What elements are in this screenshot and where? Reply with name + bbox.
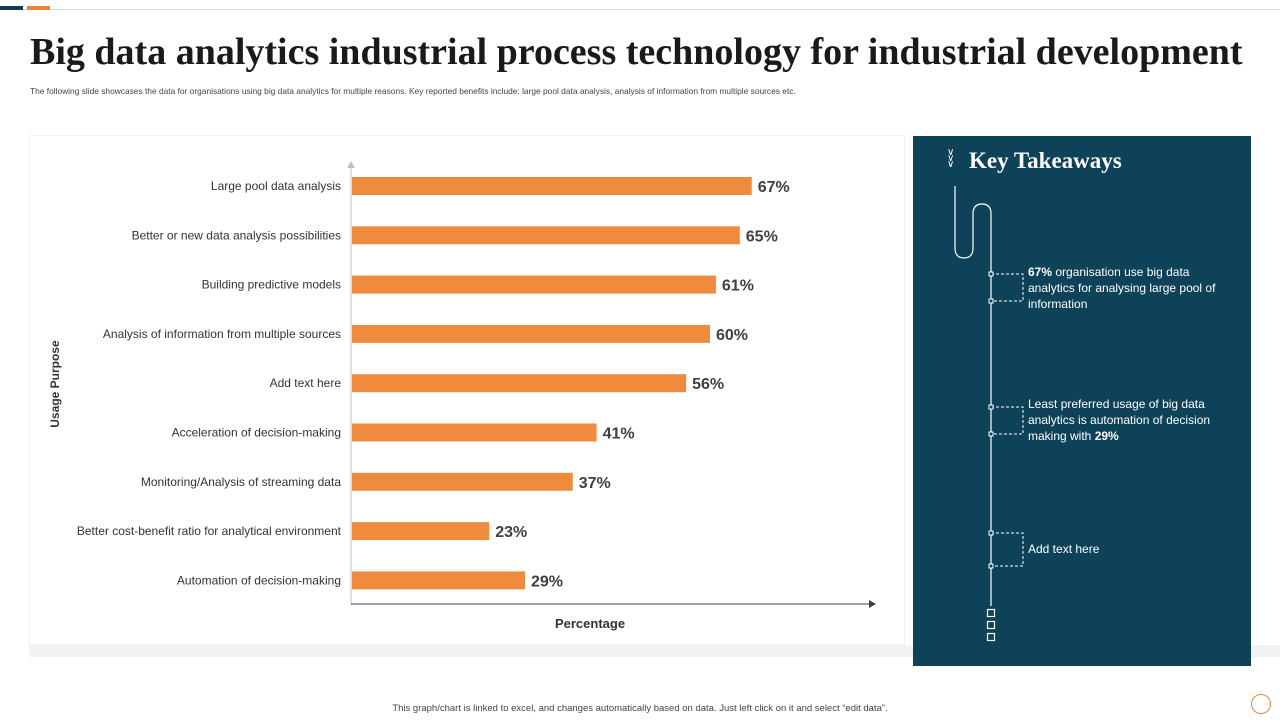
takeaway-1-highlight: 67% bbox=[1028, 265, 1053, 279]
bar-5 bbox=[352, 374, 687, 393]
accent-bar-dark bbox=[0, 6, 23, 10]
takeaway-2-highlight: 29% bbox=[1094, 429, 1119, 443]
data-label-1: 67% bbox=[758, 179, 790, 196]
takeaway-item-3[interactable]: Add text here bbox=[1028, 541, 1228, 557]
top-divider bbox=[0, 9, 1280, 10]
timeline-end-square-3 bbox=[986, 632, 996, 642]
data-label-3: 61% bbox=[722, 278, 754, 295]
takeaway-item-2[interactable]: Least preferred usage of big data analyt… bbox=[1028, 396, 1228, 444]
key-takeaways-title: Key Takeaways bbox=[969, 148, 1122, 173]
timeline-graphic bbox=[954, 186, 1024, 642]
data-label-9: 29% bbox=[531, 573, 563, 590]
bar-9 bbox=[352, 571, 526, 590]
category-label-7: Monitoring/Analysis of streaming data bbox=[141, 475, 341, 489]
takeaway-bracket-2 bbox=[991, 406, 1024, 435]
key-takeaways-panel: ∨ ∨ ∨ Key Takeaways 67% organisation use b… bbox=[913, 136, 1251, 666]
data-label-2: 65% bbox=[746, 228, 778, 245]
y-axis-title: Usage Purpose bbox=[48, 340, 62, 428]
category-label-4: Analysis of information from multiple so… bbox=[103, 327, 341, 341]
timeline-end-square-1 bbox=[986, 608, 996, 618]
bar-chart[interactable]: Large pool data analysis 67% Better or new… bbox=[30, 136, 906, 646]
takeaway-1-text: organisation use big data analytics for … bbox=[1028, 265, 1216, 311]
x-axis-arrow bbox=[869, 600, 876, 608]
bracket-node-2-top bbox=[988, 404, 994, 410]
bracket-node-3-bottom bbox=[988, 563, 994, 569]
accent-bar-orange bbox=[27, 6, 50, 10]
data-label-6: 41% bbox=[603, 426, 635, 443]
category-label-3: Building predictive models bbox=[202, 278, 341, 292]
bar-1 bbox=[352, 177, 752, 195]
bar-4 bbox=[352, 324, 710, 343]
corner-circle-icon bbox=[1251, 694, 1271, 714]
data-label-7: 37% bbox=[579, 475, 611, 492]
bar-8 bbox=[352, 522, 490, 541]
footer-note: This graph/chart is linked to excel, and… bbox=[392, 703, 888, 714]
category-label-6: Acceleration of decision-making bbox=[172, 426, 341, 440]
bar-3 bbox=[352, 275, 716, 294]
bar-2 bbox=[352, 226, 740, 245]
chart-panel[interactable]: Large pool data analysis 67% Better or new… bbox=[29, 135, 905, 645]
takeaway-2-text: Least preferred usage of big data analyt… bbox=[1028, 397, 1211, 443]
bar-7 bbox=[352, 472, 573, 491]
data-label-4: 60% bbox=[716, 327, 748, 344]
data-label-5: 56% bbox=[692, 376, 724, 393]
bar-6 bbox=[352, 423, 597, 442]
takeaway-item-1[interactable]: 67% organisation use big data analytics … bbox=[1028, 264, 1228, 312]
chevron-down-icon: ∨ ∨ ∨ bbox=[947, 147, 955, 170]
data-label-8: 23% bbox=[495, 524, 527, 541]
page-subtitle: The following slide showcases the data f… bbox=[30, 86, 796, 96]
bracket-node-1-top bbox=[988, 271, 994, 277]
takeaway-bracket-1 bbox=[991, 273, 1024, 302]
bracket-node-1-bottom bbox=[988, 298, 994, 304]
category-label-1: Large pool data analysis bbox=[211, 179, 341, 193]
page-title: Big data analytics industrial process te… bbox=[30, 31, 1243, 73]
timeline-end-square-2 bbox=[986, 620, 996, 630]
category-label-8: Better cost-benefit ratio for analytical… bbox=[77, 524, 342, 538]
bracket-node-2-bottom bbox=[988, 431, 994, 437]
x-axis-title: Percentage bbox=[555, 616, 625, 631]
takeaway-3-text: Add text here bbox=[1028, 542, 1100, 556]
category-label-5: Add text here bbox=[270, 376, 342, 390]
bracket-node-3-top bbox=[988, 530, 994, 536]
y-axis-arrow bbox=[347, 161, 355, 168]
takeaway-bracket-3 bbox=[991, 532, 1024, 567]
category-label-2: Better or new data analysis possibilitie… bbox=[132, 228, 341, 242]
category-label-9: Automation of decision-making bbox=[177, 573, 341, 587]
timeline-line bbox=[954, 186, 992, 606]
